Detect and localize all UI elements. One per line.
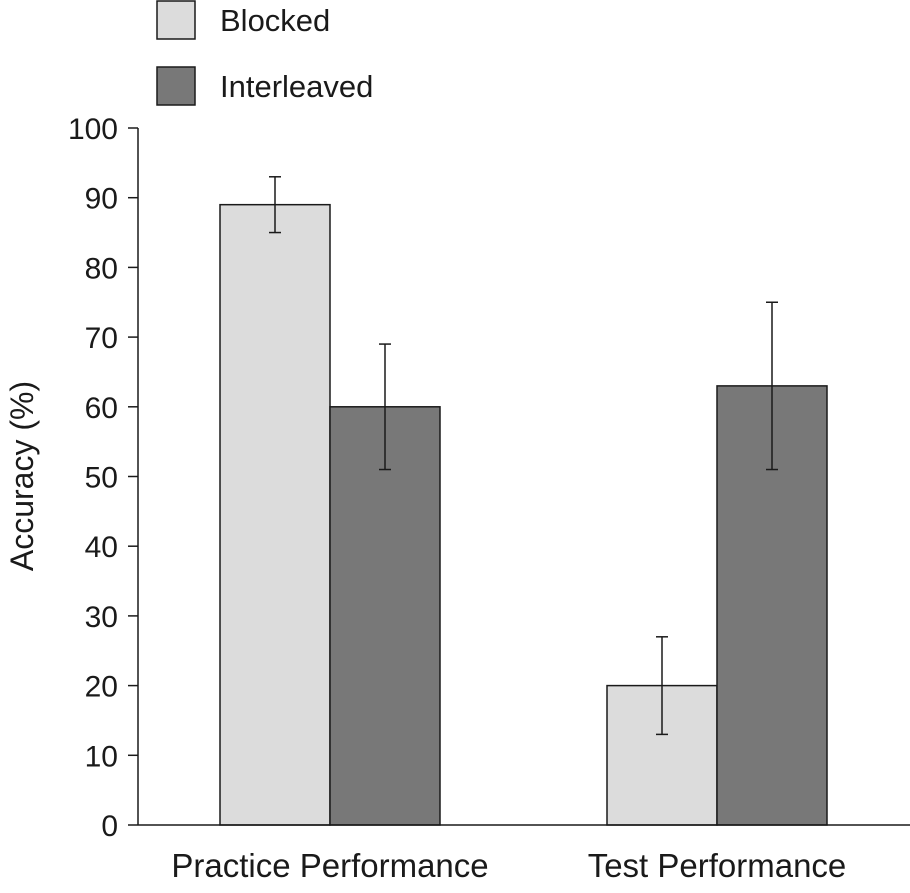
y-tick-label: 30 (85, 601, 118, 634)
error-bars (269, 176, 778, 736)
y-tick-label: 0 (101, 810, 118, 843)
y-tick-label: 20 (85, 671, 118, 704)
y-tick-label: 70 (85, 322, 118, 355)
legend-swatch-blocked (156, 0, 196, 40)
legend-swatch-interleaved (156, 66, 196, 106)
y-tick-label: 40 (85, 531, 118, 564)
y-tick-label: 90 (85, 183, 118, 216)
y-tick-label: 100 (68, 113, 118, 146)
y-tick-label: 60 (85, 392, 118, 425)
y-tick-label: 80 (85, 252, 118, 285)
bar-blocked-practice (219, 203, 331, 826)
legend: Blocked Interleaved (156, 0, 373, 106)
legend-label-blocked: Blocked (220, 3, 330, 38)
y-axis: 0 10 20 30 40 50 60 70 80 90 100 (68, 113, 139, 843)
x-category-label: Test Performance (588, 847, 847, 884)
x-axis: Practice Performance Test Performance (138, 824, 910, 884)
bar-interleaved-practice (329, 406, 441, 826)
y-tick-label: 50 (85, 462, 118, 495)
y-tick-label: 10 (85, 740, 118, 773)
x-category-label: Practice Performance (171, 847, 488, 884)
bars (219, 203, 828, 826)
y-axis-label: Accuracy (%) (4, 381, 40, 571)
legend-label-interleaved: Interleaved (220, 69, 373, 104)
